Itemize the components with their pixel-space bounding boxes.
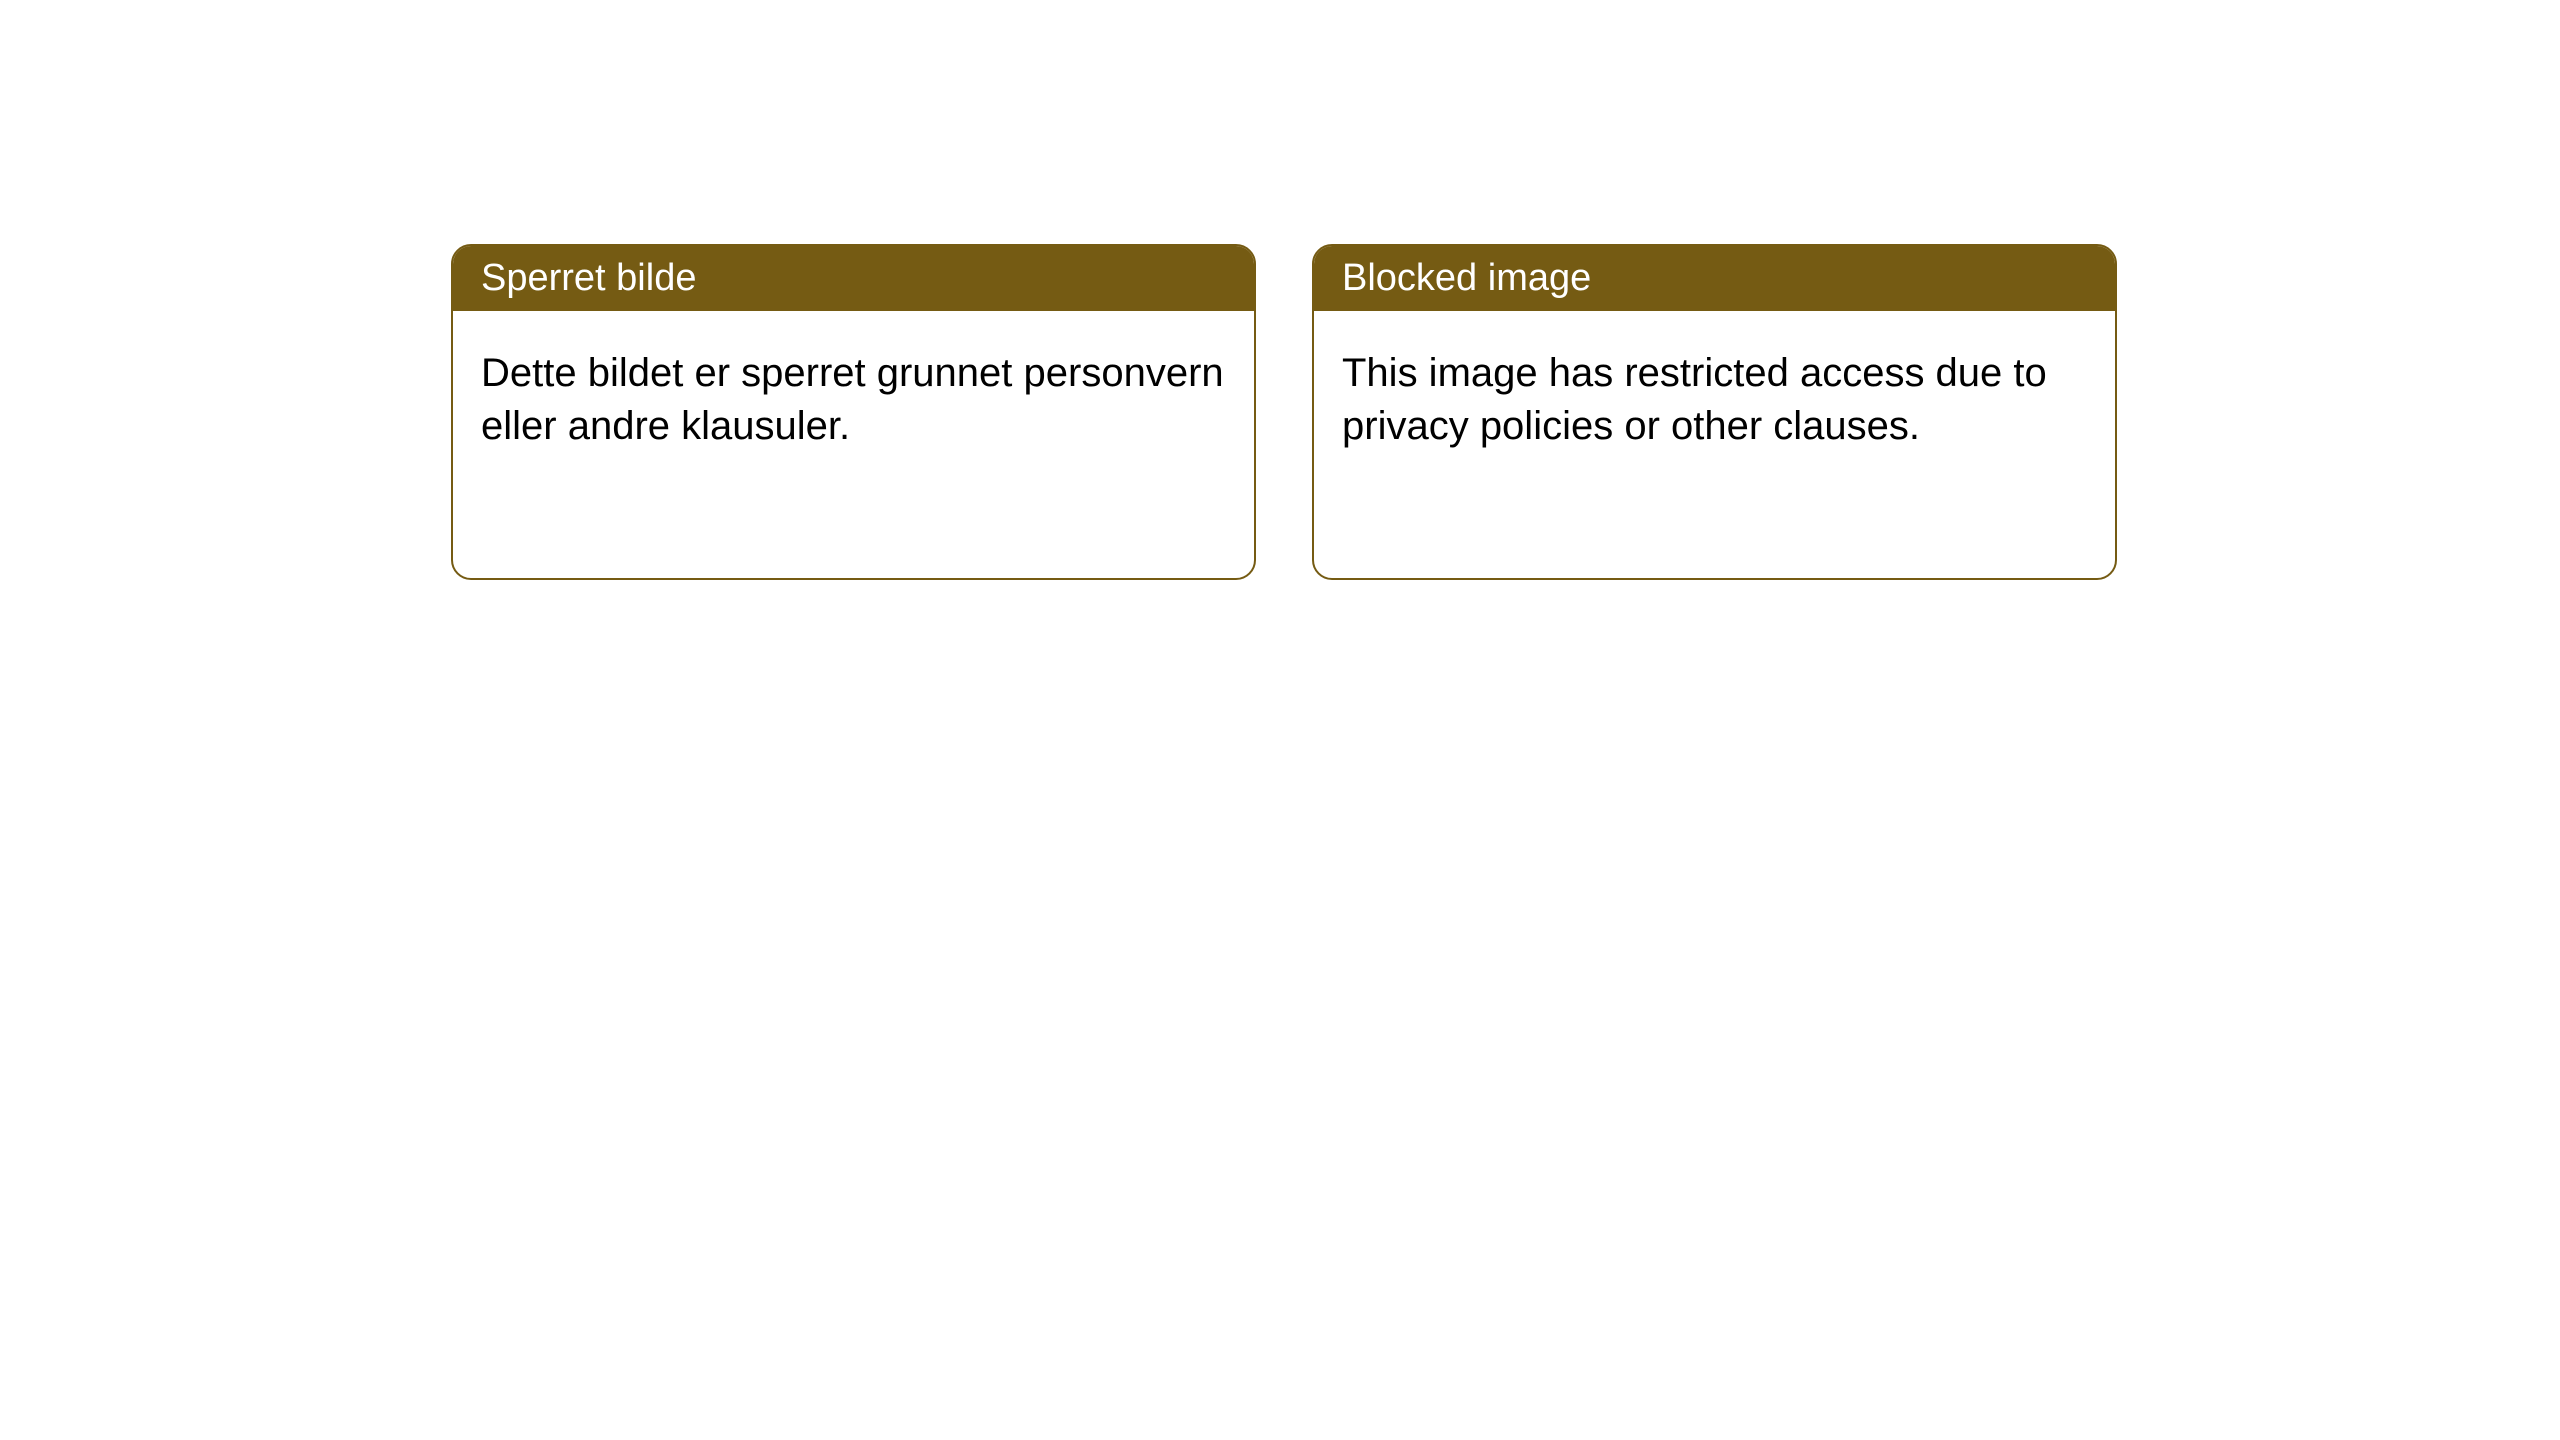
notice-card-norwegian: Sperret bilde Dette bildet er sperret gr… bbox=[451, 244, 1256, 580]
notice-body: This image has restricted access due to … bbox=[1314, 311, 2115, 489]
notice-title: Sperret bilde bbox=[453, 246, 1254, 311]
notice-card-english: Blocked image This image has restricted … bbox=[1312, 244, 2117, 580]
notice-title: Blocked image bbox=[1314, 246, 2115, 311]
notice-container: Sperret bilde Dette bildet er sperret gr… bbox=[0, 0, 2560, 580]
notice-body: Dette bildet er sperret grunnet personve… bbox=[453, 311, 1254, 489]
